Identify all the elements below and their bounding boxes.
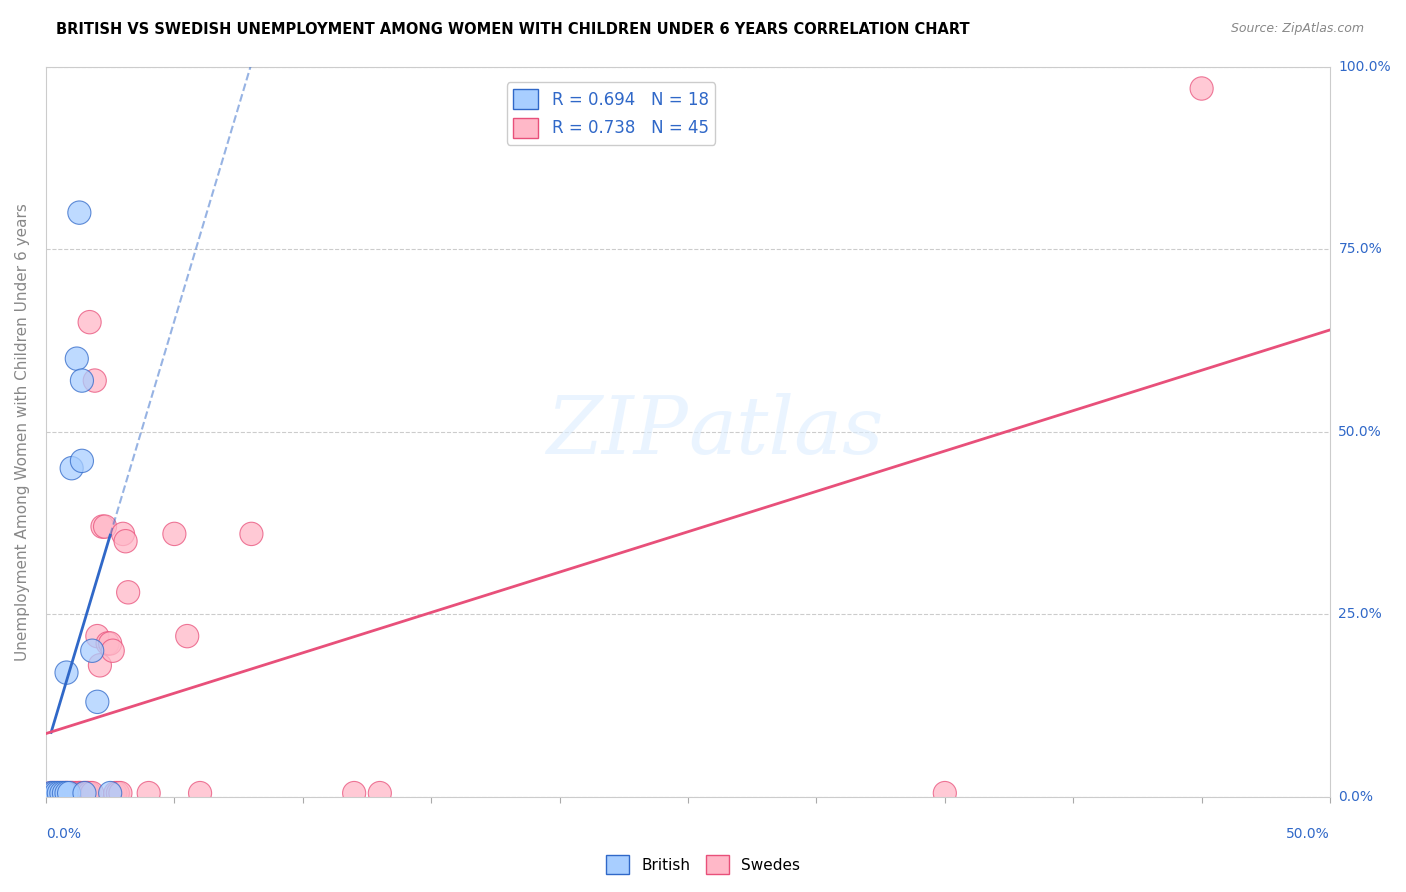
- Text: 50.0%: 50.0%: [1286, 827, 1330, 841]
- Ellipse shape: [70, 781, 93, 805]
- Text: 0.0%: 0.0%: [46, 827, 82, 841]
- Text: 75.0%: 75.0%: [1339, 242, 1382, 256]
- Ellipse shape: [49, 781, 73, 805]
- Ellipse shape: [73, 781, 96, 805]
- Ellipse shape: [70, 369, 93, 392]
- Ellipse shape: [60, 781, 83, 805]
- Ellipse shape: [55, 781, 79, 805]
- Text: 100.0%: 100.0%: [1339, 60, 1391, 74]
- Ellipse shape: [117, 581, 139, 604]
- Ellipse shape: [79, 781, 101, 805]
- Ellipse shape: [86, 690, 108, 714]
- Ellipse shape: [67, 781, 91, 805]
- Ellipse shape: [60, 781, 83, 805]
- Text: 25.0%: 25.0%: [1339, 607, 1382, 621]
- Ellipse shape: [934, 781, 956, 805]
- Ellipse shape: [240, 522, 263, 546]
- Ellipse shape: [91, 515, 114, 538]
- Ellipse shape: [45, 781, 67, 805]
- Ellipse shape: [96, 632, 120, 655]
- Legend: British, Swedes: British, Swedes: [600, 849, 806, 880]
- Ellipse shape: [107, 781, 129, 805]
- Ellipse shape: [52, 781, 76, 805]
- Ellipse shape: [176, 624, 198, 648]
- Ellipse shape: [79, 310, 101, 334]
- Text: ZIP: ZIP: [547, 393, 688, 470]
- Ellipse shape: [76, 781, 98, 805]
- Ellipse shape: [368, 781, 391, 805]
- Ellipse shape: [42, 781, 65, 805]
- Ellipse shape: [42, 781, 65, 805]
- Ellipse shape: [39, 781, 63, 805]
- Ellipse shape: [114, 530, 138, 553]
- Ellipse shape: [55, 661, 79, 684]
- Text: atlas: atlas: [688, 393, 883, 470]
- Ellipse shape: [39, 781, 63, 805]
- Ellipse shape: [98, 632, 122, 655]
- Ellipse shape: [1189, 77, 1213, 100]
- Ellipse shape: [55, 781, 79, 805]
- Ellipse shape: [83, 369, 107, 392]
- Ellipse shape: [58, 781, 80, 805]
- Ellipse shape: [80, 639, 104, 663]
- Legend: R = 0.694   N = 18, R = 0.738   N = 45: R = 0.694 N = 18, R = 0.738 N = 45: [506, 82, 716, 145]
- Ellipse shape: [48, 781, 70, 805]
- Ellipse shape: [58, 781, 80, 805]
- Ellipse shape: [55, 781, 79, 805]
- Ellipse shape: [163, 522, 186, 546]
- Ellipse shape: [98, 781, 122, 805]
- Ellipse shape: [73, 781, 96, 805]
- Ellipse shape: [63, 781, 86, 805]
- Text: BRITISH VS SWEDISH UNEMPLOYMENT AMONG WOMEN WITH CHILDREN UNDER 6 YEARS CORRELAT: BRITISH VS SWEDISH UNEMPLOYMENT AMONG WO…: [56, 22, 970, 37]
- Y-axis label: Unemployment Among Women with Children Under 6 years: Unemployment Among Women with Children U…: [15, 202, 30, 661]
- Ellipse shape: [67, 781, 91, 805]
- Text: 50.0%: 50.0%: [1339, 425, 1382, 439]
- Ellipse shape: [108, 781, 132, 805]
- Ellipse shape: [65, 781, 89, 805]
- Ellipse shape: [138, 781, 160, 805]
- Ellipse shape: [67, 201, 91, 224]
- Ellipse shape: [60, 457, 83, 480]
- Ellipse shape: [49, 781, 73, 805]
- Text: Source: ZipAtlas.com: Source: ZipAtlas.com: [1230, 22, 1364, 36]
- Ellipse shape: [45, 781, 67, 805]
- Ellipse shape: [48, 781, 70, 805]
- Ellipse shape: [101, 639, 124, 663]
- Ellipse shape: [80, 781, 104, 805]
- Ellipse shape: [93, 515, 117, 538]
- Ellipse shape: [343, 781, 366, 805]
- Ellipse shape: [188, 781, 212, 805]
- Ellipse shape: [70, 450, 93, 473]
- Ellipse shape: [52, 781, 76, 805]
- Ellipse shape: [104, 781, 127, 805]
- Ellipse shape: [86, 624, 108, 648]
- Ellipse shape: [76, 781, 98, 805]
- Ellipse shape: [111, 522, 135, 546]
- Ellipse shape: [89, 654, 111, 677]
- Ellipse shape: [65, 347, 89, 370]
- Text: 0.0%: 0.0%: [1339, 789, 1374, 804]
